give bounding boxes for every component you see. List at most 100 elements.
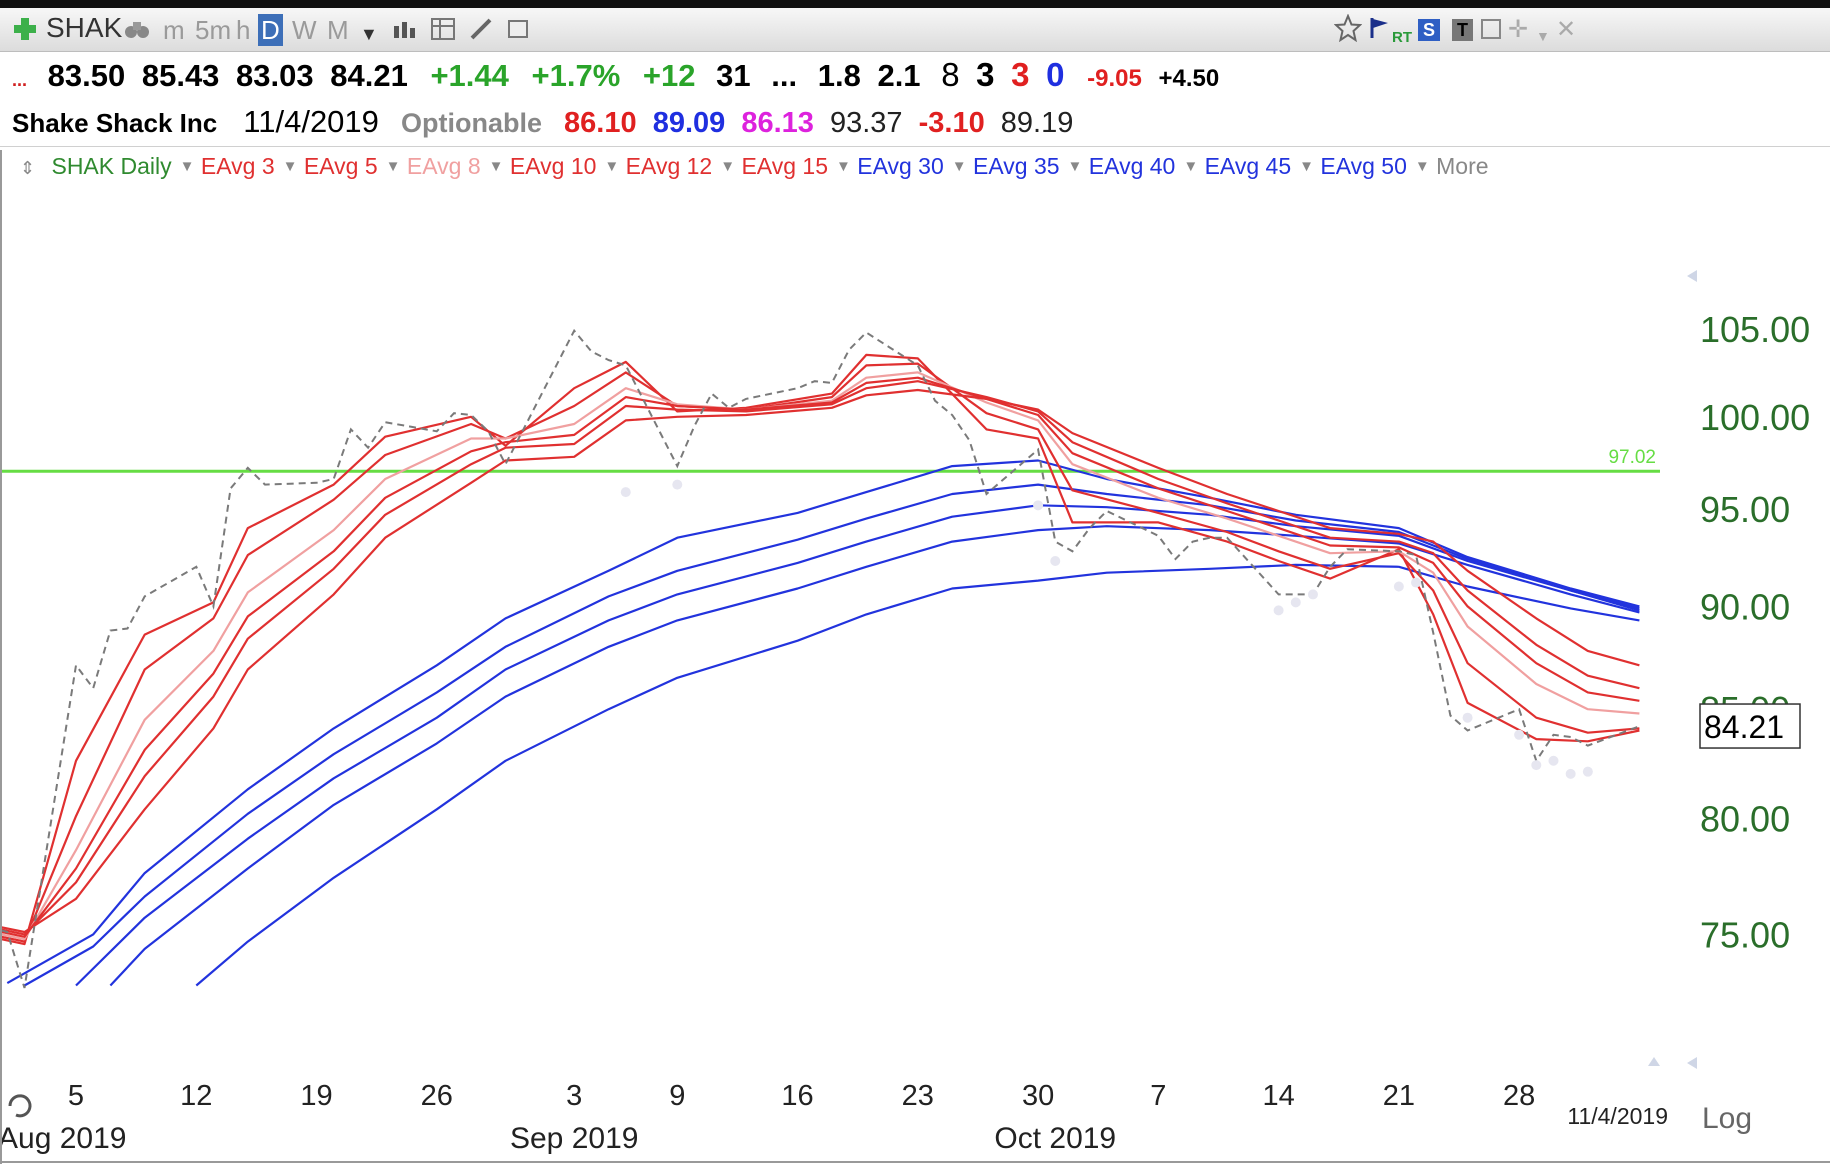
move-handle-icon[interactable]: ⇕ xyxy=(20,158,36,178)
series-line-eavg-45 xyxy=(109,525,1640,987)
x-tick-label: 7 xyxy=(1150,1080,1166,1112)
low-dot xyxy=(1290,597,1301,608)
quote-line-2: Shake Shack Inc 11/4/2019 Optionable 86.… xyxy=(12,104,1081,140)
low-dot xyxy=(1462,712,1473,723)
series-line-eavg-8 xyxy=(0,371,1640,941)
symbol-label[interactable]: SHAK xyxy=(46,12,123,43)
quote-change: +1.44 xyxy=(430,58,509,93)
dropdown-icon[interactable]: ▼ xyxy=(488,158,504,175)
more-studies-link[interactable]: More xyxy=(1436,153,1489,179)
scroll-top-icon[interactable] xyxy=(1648,1057,1660,1066)
series-line-eavg-40 xyxy=(75,504,1640,987)
series-line-eavg-10 xyxy=(0,376,1640,938)
study-eavg-35[interactable]: EAvg 35 xyxy=(973,153,1060,179)
quote-field-11: +4.50 xyxy=(1158,65,1220,92)
log-scale-toggle[interactable]: Log xyxy=(1702,1102,1752,1135)
quote-value-1: 86.10 xyxy=(564,107,637,139)
quote-field-2: 31 xyxy=(716,58,751,93)
x-tick-label: 21 xyxy=(1383,1080,1415,1112)
menu-dropdown-icon[interactable]: ▼ xyxy=(1536,28,1550,44)
y-tick-label: 105.00 xyxy=(1700,309,1810,350)
study-eavg-30[interactable]: EAvg 30 xyxy=(857,153,944,179)
study-eavg-12[interactable]: EAvg 12 xyxy=(625,153,713,179)
low-dot xyxy=(1411,577,1422,588)
period-weekly-button[interactable]: W xyxy=(292,15,317,45)
study-eavg-45[interactable]: EAvg 45 xyxy=(1204,153,1292,179)
draw-pencil-icon[interactable] xyxy=(468,16,494,42)
add-symbol-icon[interactable] xyxy=(12,16,38,42)
dropdown-icon[interactable]: ▼ xyxy=(1067,158,1083,175)
dropdown-icon[interactable]: ▼ xyxy=(385,158,401,175)
study-eavg-40[interactable]: EAvg 40 xyxy=(1088,153,1176,179)
last-price-box xyxy=(1699,703,1801,749)
t-button[interactable]: T xyxy=(1452,19,1473,41)
window-icon[interactable] xyxy=(1480,18,1502,40)
study-eavg-8[interactable]: EAvg 8 xyxy=(406,153,481,179)
low-dot xyxy=(672,479,683,490)
company-name: Shake Shack Inc xyxy=(12,108,218,138)
refresh-icon[interactable] xyxy=(8,1094,32,1118)
x-tick-label: 28 xyxy=(1503,1080,1535,1112)
series-line-eavg-35 xyxy=(23,483,1640,987)
month-label: Aug 2019 xyxy=(0,1122,126,1155)
s-button[interactable]: S xyxy=(1418,19,1441,41)
quote-field-6: 8 xyxy=(941,56,960,93)
x-tick-label: 9 xyxy=(669,1080,685,1112)
low-dot xyxy=(1393,581,1404,592)
low-dot xyxy=(1582,766,1593,777)
move-icon[interactable]: ✛ xyxy=(1508,16,1529,43)
layout-icon[interactable] xyxy=(506,16,532,42)
dropdown-icon[interactable]: ▼ xyxy=(1183,158,1199,175)
dropdown-icon[interactable]: ▼ xyxy=(1299,158,1314,175)
x-tick-label: 14 xyxy=(1262,1080,1294,1112)
low-dot xyxy=(1514,729,1525,740)
dropdown-icon[interactable]: ▼ xyxy=(604,158,620,175)
study-eavg-5[interactable]: EAvg 5 xyxy=(303,153,378,179)
study-eavg-3[interactable]: EAvg 3 xyxy=(200,153,275,179)
low-dot xyxy=(1307,589,1318,600)
scroll-up-icon[interactable] xyxy=(1687,270,1697,282)
quote-field-8: 3 xyxy=(1011,56,1030,93)
flag-icon[interactable] xyxy=(1368,16,1390,40)
y-tick-label: 80.00 xyxy=(1700,798,1790,839)
realtime-label[interactable]: RT xyxy=(1392,29,1412,46)
bar-chart-icon[interactable] xyxy=(392,18,418,40)
low-dot xyxy=(1033,500,1044,511)
header-divider xyxy=(0,146,1830,147)
period-monthly-button[interactable]: M xyxy=(327,15,349,45)
x-tick-label: 26 xyxy=(421,1080,453,1112)
period-5min-button[interactable]: 5m xyxy=(195,15,232,45)
period-minute-button[interactable]: m xyxy=(163,15,185,45)
x-tick-label: 3 xyxy=(566,1080,582,1112)
star-icon[interactable] xyxy=(1334,14,1362,42)
dropdown-icon[interactable]: ▼ xyxy=(1414,158,1430,175)
study-eavg-50[interactable]: EAvg 50 xyxy=(1320,153,1407,179)
period-hour-button[interactable]: h xyxy=(236,15,251,45)
close-icon[interactable]: ✕ xyxy=(1556,16,1577,43)
dropdown-icon[interactable]: ▼ xyxy=(282,158,298,175)
quote-value-6: 89.19 xyxy=(1000,107,1074,139)
period-dropdown-icon[interactable]: ▼ xyxy=(360,24,378,44)
x-tick-label: 5 xyxy=(68,1080,84,1112)
period-daily-button[interactable]: D xyxy=(258,14,283,46)
dropdown-icon[interactable]: ▼ xyxy=(951,158,967,175)
dropdown-icon[interactable]: ▼ xyxy=(835,158,851,175)
study-eavg-15[interactable]: EAvg 15 xyxy=(741,153,828,179)
quote-value-2: 89.09 xyxy=(652,107,726,139)
low-dot xyxy=(1531,760,1542,771)
quote-field-4: 1.8 xyxy=(817,58,861,93)
dropdown-icon[interactable]: ▼ xyxy=(179,158,195,175)
binoculars-icon[interactable] xyxy=(124,18,150,40)
study-main[interactable]: SHAK Daily xyxy=(51,153,172,179)
low-dot xyxy=(1273,605,1284,616)
series-line-eavg-30 xyxy=(6,459,1640,985)
series-line-eavg-50 xyxy=(195,563,1640,987)
study-eavg-10[interactable]: EAvg 10 xyxy=(509,153,597,179)
toolbar: SHAK m 5m h D W M ▼ RT S T ✛ ▼ ✕ xyxy=(0,0,1830,52)
dropdown-icon[interactable]: ▼ xyxy=(720,158,736,175)
table-icon[interactable] xyxy=(430,16,456,42)
last-date-label: 11/4/2019 xyxy=(1567,1103,1668,1129)
scroll-left-icon[interactable] xyxy=(1687,1057,1697,1069)
